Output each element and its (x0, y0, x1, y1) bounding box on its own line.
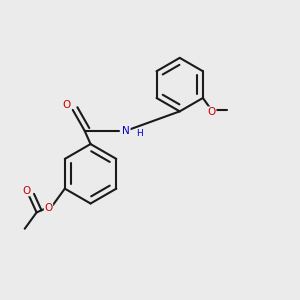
Text: O: O (63, 100, 71, 110)
Text: O: O (44, 203, 52, 213)
Text: O: O (22, 186, 30, 196)
Text: O: O (208, 107, 216, 117)
Text: N: N (122, 126, 130, 136)
Text: H: H (136, 129, 143, 138)
